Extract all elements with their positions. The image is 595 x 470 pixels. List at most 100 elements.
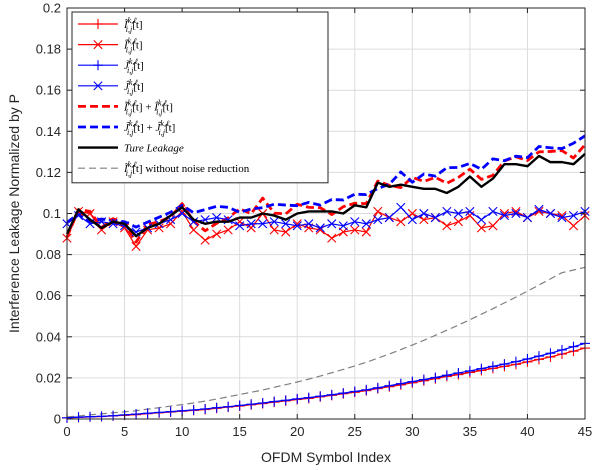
data-point-b	[189, 225, 199, 235]
data-point-b	[212, 229, 222, 239]
legend-entry: J̃k,ℓ i,j[t] + Ĵk,ℓ i,j[t]	[78, 119, 175, 137]
data-point-b	[338, 221, 348, 231]
data-point-b	[545, 208, 556, 219]
data-point-b	[476, 223, 486, 233]
legend-marker-b	[93, 40, 103, 50]
data-point-b	[166, 215, 176, 225]
legend-label: Ĩk,ℓ i,j[t] + Îk,ℓ i,j[t]	[123, 98, 173, 116]
data-point-b	[281, 227, 291, 237]
data-point-b	[396, 217, 406, 227]
x-tick-label: 30	[405, 424, 419, 439]
legend-tail: [t] without noise reduction	[132, 163, 250, 175]
series-line	[66, 134, 586, 229]
data-point-b	[327, 233, 337, 243]
legend-label: J̃k,ℓ i,j[t]	[124, 57, 144, 75]
data-point-b	[430, 213, 440, 223]
legend-symbol: Ĩ	[123, 19, 129, 31]
legend-superscript: k,ℓ	[158, 98, 168, 107]
data-point-b	[166, 219, 176, 229]
legend-subscript: i,j	[127, 128, 134, 137]
data-point-b	[315, 223, 325, 233]
legend-subscript: i,j	[159, 128, 166, 137]
legend-entry: Ture Leakage	[78, 143, 184, 155]
x-tick-label: 15	[232, 424, 246, 439]
legend-symbol: J̃	[124, 121, 131, 134]
legend-tail: [t]	[163, 101, 173, 113]
legend-symbol: Ĩ	[123, 101, 129, 113]
x-tick-label: 25	[348, 424, 362, 439]
legend-symbol: Ĵ	[156, 122, 162, 134]
legend-entry: Ĩk,ℓ i,j[t]	[78, 16, 143, 34]
legend-symbol: Ĩ	[123, 163, 129, 175]
series-2	[62, 338, 590, 423]
legend-superscript: k,ℓ	[128, 160, 138, 169]
data-point-b	[361, 219, 371, 229]
legend-tail: [t]	[133, 81, 143, 93]
data-point-b	[281, 219, 291, 229]
data-point-b	[154, 223, 164, 233]
legend-subscript: i,j	[127, 87, 134, 96]
data-point-b	[534, 204, 544, 214]
data-point-b	[292, 221, 302, 231]
legend-superscript: k,ℓ	[128, 37, 138, 46]
data-point-b	[108, 219, 118, 229]
data-point-b	[373, 206, 383, 217]
data-point-b	[453, 208, 463, 219]
legend-symbol: Ĵ	[124, 81, 130, 93]
data-point-b	[384, 213, 394, 223]
series-6	[65, 153, 586, 238]
data-point-b	[522, 213, 533, 223]
data-point-b	[499, 208, 510, 219]
data-point-b	[361, 227, 371, 237]
series-layer	[62, 134, 590, 423]
data-point-b	[476, 215, 486, 225]
legend-subscript: i,j	[126, 25, 133, 34]
legend-label: J̃k,ℓ i,j[t] + Ĵk,ℓ i,j[t]	[124, 119, 175, 137]
legend-subscript: i,j	[127, 66, 134, 75]
legend-superscript: k,ℓ	[129, 78, 139, 87]
data-point-b	[465, 206, 475, 217]
x-tick-label: 45	[578, 424, 592, 439]
series-4	[65, 143, 587, 244]
legend-symbol: Î	[123, 40, 129, 52]
data-point-b	[269, 217, 279, 227]
data-point-b	[407, 215, 417, 225]
data-point-b	[258, 219, 268, 229]
y-tick-label: 0.1	[43, 206, 61, 221]
ticks: 0 5 10 15 20 25 30 35 40 45 0 0.02 0.04 0.06 0.08 0.1 0.…	[36, 1, 593, 440]
series-line	[66, 342, 586, 419]
data-point-b	[442, 221, 452, 231]
data-point-b	[350, 225, 360, 235]
data-point-b	[557, 213, 567, 223]
data-point-b	[396, 202, 406, 212]
data-point-b	[499, 210, 510, 221]
data-point-b	[327, 219, 337, 229]
x-tick-label: 20	[290, 424, 304, 439]
data-point-b	[534, 206, 544, 217]
data-point-b	[223, 225, 233, 235]
data-point-b	[350, 217, 360, 227]
y-tick-label: 0.12	[36, 165, 61, 180]
data-point-b	[269, 225, 279, 235]
legend: Ĩk,ℓ i,j[t]Îk,ℓ i,j[t]J̃k,ℓ i,j[t]Ĵk,ℓ i,j[t…	[71, 11, 329, 184]
data-point-b	[442, 206, 452, 217]
legend-label: Ĵk,ℓ i,j[t]	[124, 78, 144, 96]
y-tick-label: 0.02	[36, 370, 61, 385]
legend-entry: Ĩk,ℓ i,j[t] without noise reduction	[78, 160, 250, 178]
data-point-b	[189, 217, 199, 227]
data-point-b	[419, 208, 429, 219]
y-tick-label: 0.18	[36, 42, 61, 57]
y-tick-label: 0	[54, 412, 61, 427]
data-point-b	[119, 221, 130, 231]
legend-label: Ĩk,ℓ i,j[t]	[123, 16, 143, 34]
data-point-b	[453, 217, 463, 227]
legend-superscript: k,ℓ	[129, 119, 139, 128]
data-point-b	[200, 235, 210, 245]
legend-box	[71, 11, 329, 184]
data-point-b	[511, 208, 521, 219]
data-point-b	[568, 221, 579, 231]
legend-marker-b	[93, 81, 103, 91]
data-point-b	[246, 219, 256, 229]
legend-label: Ture Leakage	[124, 143, 184, 155]
legend-entry: Îk,ℓ i,j[t]	[78, 37, 143, 55]
